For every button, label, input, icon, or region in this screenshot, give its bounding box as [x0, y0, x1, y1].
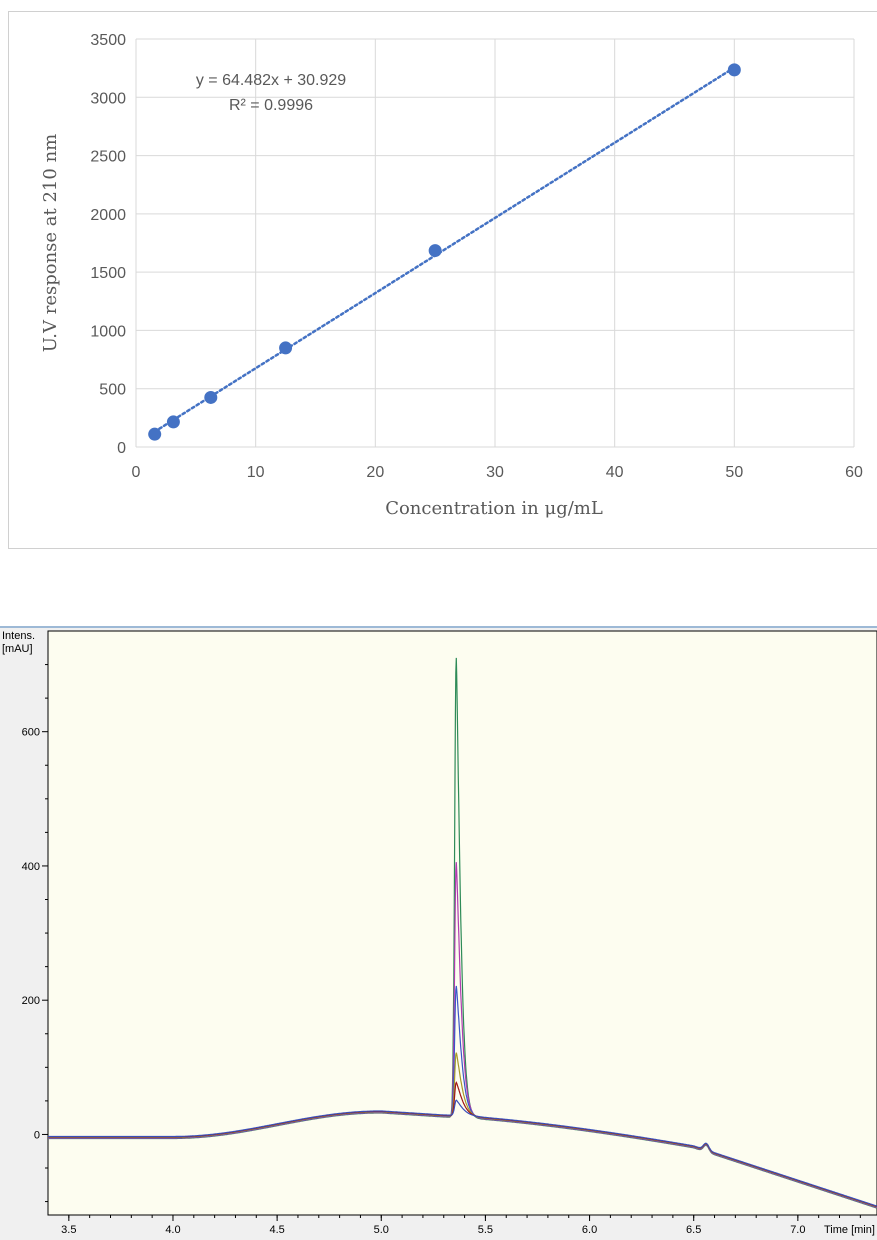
x-tick-label: 4.0: [165, 1224, 180, 1236]
y-tick-label: 0: [34, 1129, 40, 1141]
x-tick-label: 3.5: [61, 1224, 76, 1236]
x-tick-label: 30: [486, 464, 504, 481]
x-axis-title: Time [min]: [824, 1224, 875, 1236]
trendline-equation: y = 64.482x + 30.929: [196, 72, 346, 89]
y-tick-label: 3500: [90, 32, 126, 49]
y-tick-label: 2500: [90, 149, 126, 166]
y-axis-unit: [mAU]: [2, 643, 33, 655]
data-point: [279, 341, 293, 355]
y-tick-label: 1500: [90, 265, 126, 282]
x-tick-label: 5.5: [478, 1224, 493, 1236]
y-axis-title: Intens.: [2, 630, 35, 642]
y-tick-label: 1000: [90, 323, 126, 340]
data-point: [428, 244, 442, 258]
chromatogram-trace: [48, 1099, 877, 1207]
y-tick-label: 400: [22, 861, 40, 873]
x-tick-label: 6.5: [686, 1224, 701, 1236]
x-tick-label: 5.0: [374, 1224, 389, 1236]
x-tick-label: 50: [725, 464, 743, 481]
calibration-plot-svg: 0 10 20 30 40 50 60 0 500 1000 1500 2000 2500 3000 350…: [40, 32, 863, 519]
data-point: [166, 415, 180, 429]
y-tick-label: 2000: [90, 207, 126, 224]
y-tick-label: 600: [22, 727, 40, 739]
y-tick-label: 200: [22, 995, 40, 1007]
y-axis-label: U.V response at 210 nm: [40, 134, 61, 352]
r-squared: R² = 0.9996: [229, 97, 313, 114]
y-tick-label: 3000: [90, 90, 126, 107]
chromatogram-chart: 0 200 400 600 3.5 4.0 4.5 5.0 5.5 6.0 6.5 7.0 Intens…: [0, 626, 877, 1240]
trendline: [153, 66, 736, 433]
data-point: [148, 427, 162, 441]
x-tick-label: 4.5: [269, 1224, 284, 1236]
plot-area: [47, 630, 877, 1216]
chromatogram-plot-svg: 0 200 400 600 3.5 4.0 4.5 5.0 5.5 6.0 6.5 7.0 Intens…: [0, 626, 877, 1236]
x-tick-label: 6.0: [582, 1224, 597, 1236]
y-tick-label: 500: [99, 382, 126, 399]
x-tick-label: 7.0: [790, 1224, 805, 1236]
x-axis-label: Concentration in μg/mL: [385, 498, 603, 519]
x-tick-label: 20: [366, 464, 384, 481]
x-tick-label: 0: [132, 464, 141, 481]
calibration-chart: 0 10 20 30 40 50 60 0 500 1000 1500 2000 2500 3000 350…: [8, 11, 877, 549]
y-tick-label: 0: [117, 440, 126, 457]
x-tick-label: 10: [247, 464, 265, 481]
x-tick-label: 60: [845, 464, 863, 481]
data-point: [204, 390, 218, 404]
data-point: [727, 63, 741, 77]
x-tick-label: 40: [606, 464, 624, 481]
